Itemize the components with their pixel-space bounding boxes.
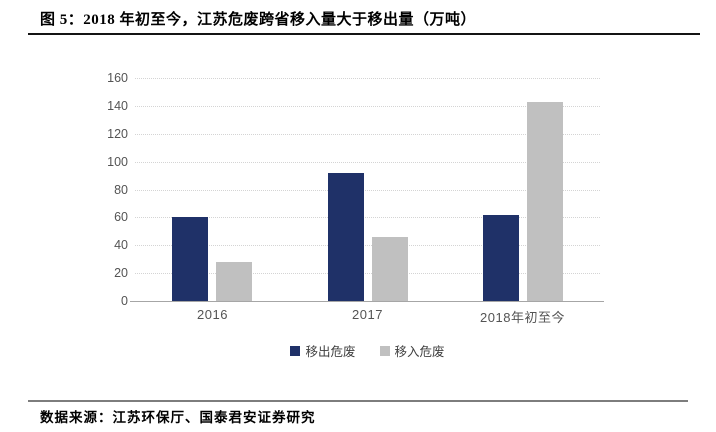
gridline — [135, 105, 600, 107]
y-axis-tick-label: 140 — [107, 98, 128, 113]
y-axis-tick-label: 60 — [114, 210, 128, 225]
x-axis-labels: 2016 2017 2018年初至今 — [135, 307, 600, 326]
bar-in — [526, 101, 563, 301]
bar-out — [327, 172, 364, 301]
y-axis-tick-label: 20 — [114, 266, 128, 281]
gridline — [135, 133, 600, 135]
data-source: 数据来源：江苏环保厅、国泰君安证券研究 — [40, 410, 316, 425]
title-underline — [28, 33, 700, 35]
gridline — [135, 245, 600, 247]
legend-swatch-icon — [290, 345, 301, 356]
legend: 移出危废 移入危废 — [135, 341, 600, 360]
bar-group — [172, 78, 253, 301]
legend-label: 移入危废 — [394, 345, 445, 359]
bar-group — [327, 78, 408, 301]
bar-out — [482, 214, 519, 301]
footer-divider — [28, 400, 688, 402]
gridline — [135, 78, 600, 79]
x-axis-tick-label: 2017 — [352, 307, 383, 322]
gridline — [135, 161, 600, 163]
gridline — [135, 189, 600, 191]
legend-item-out: 移出危废 — [290, 341, 356, 360]
chart-title: 图 5：2018 年初至今，江苏危废跨省移入量大于移出量（万吨） — [40, 12, 477, 28]
y-axis-tick-label: 0 — [121, 294, 128, 308]
gridline — [135, 273, 600, 275]
legend-item-in: 移入危废 — [379, 341, 445, 360]
y-axis-tick-label: 40 — [114, 238, 128, 253]
legend-swatch-icon — [379, 345, 390, 356]
y-axis-tick-label: 80 — [114, 182, 128, 197]
plot-area — [135, 78, 600, 301]
bar-chart: 2016 2017 2018年初至今 移出危废 移入危废 0 20 40 60 80 100 12… — [0, 40, 716, 400]
x-axis-line — [130, 301, 604, 302]
bar-in — [371, 236, 408, 301]
bar-out — [172, 217, 209, 301]
bar-group — [482, 78, 563, 301]
gridline — [135, 217, 600, 219]
y-axis-tick-label: 120 — [107, 126, 128, 141]
x-axis-tick-label: 2018年初至今 — [480, 310, 565, 325]
legend-label: 移出危废 — [305, 345, 356, 359]
y-axis-tick-label: 100 — [107, 154, 128, 169]
x-axis-tick-label: 2016 — [197, 307, 228, 322]
y-axis-tick-label: 160 — [107, 71, 128, 85]
bar-in — [216, 261, 253, 301]
